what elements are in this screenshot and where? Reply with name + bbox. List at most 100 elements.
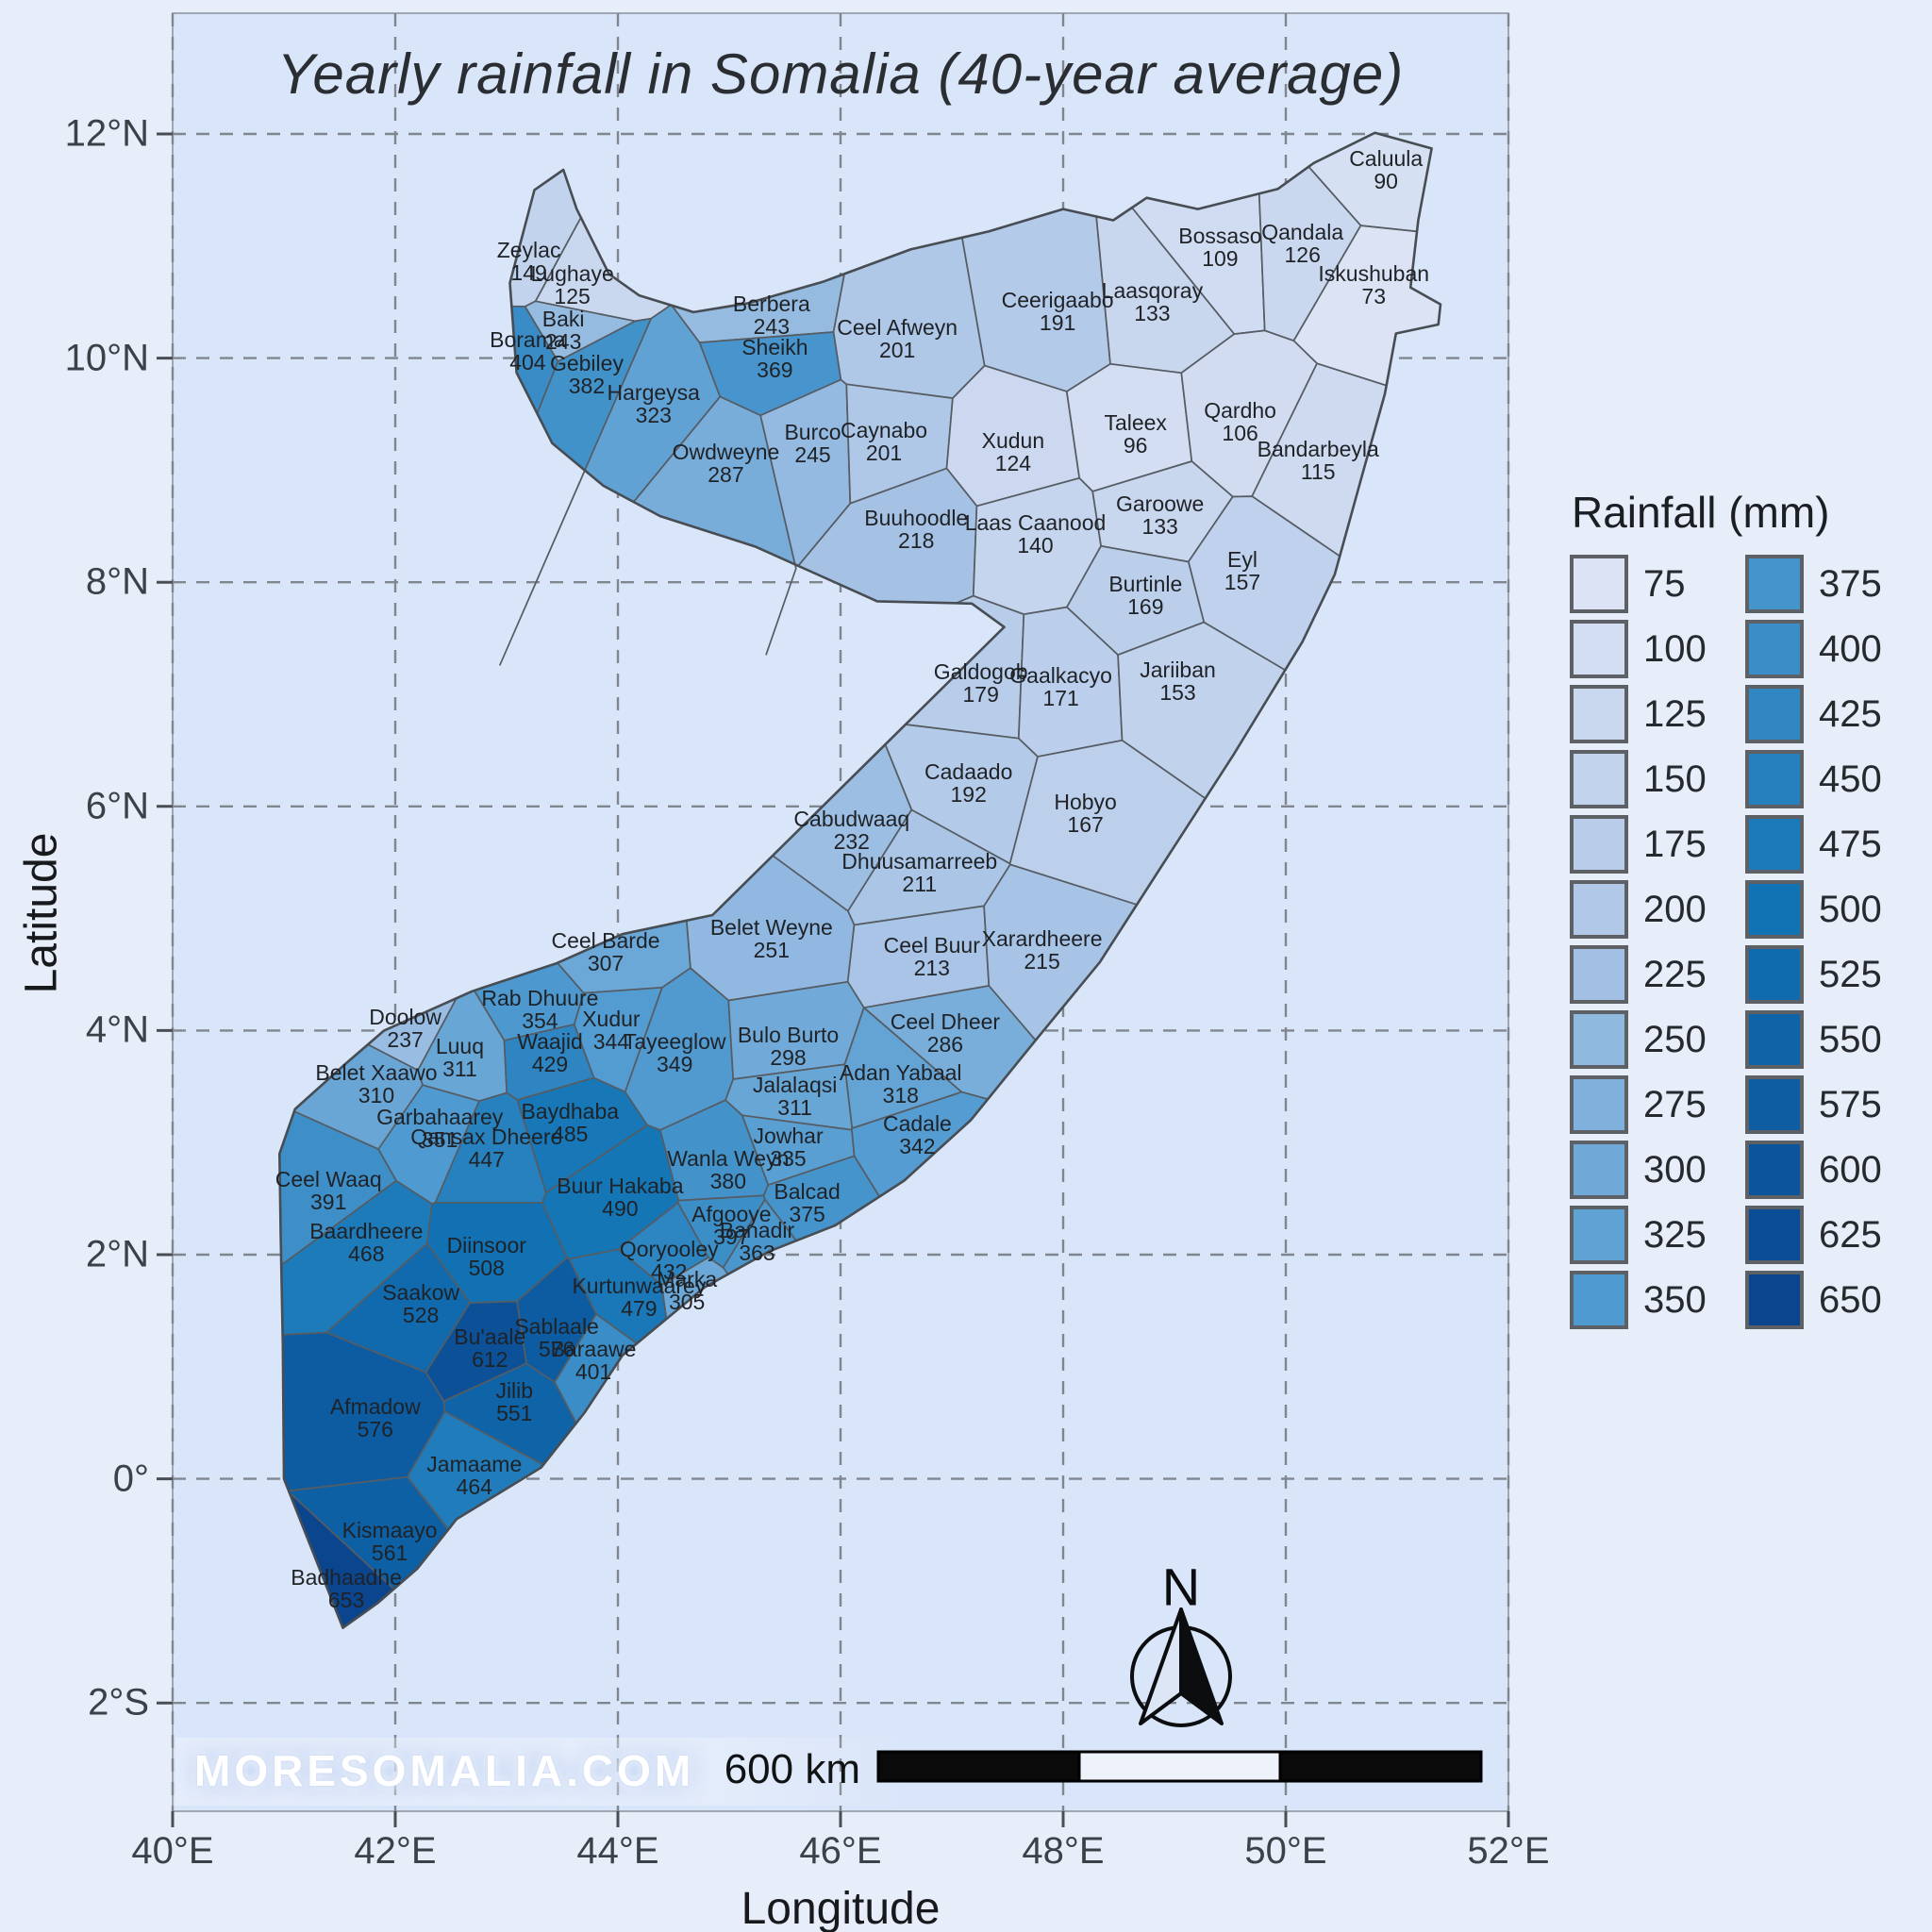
legend-item: 100 bbox=[1570, 620, 1717, 678]
watermark-band bbox=[175, 1738, 911, 1806]
somalia-outline bbox=[278, 131, 1442, 1629]
legend-item: 350 bbox=[1570, 1271, 1717, 1329]
legend-item: 275 bbox=[1570, 1075, 1717, 1134]
legend-value-label: 625 bbox=[1819, 1213, 1882, 1256]
legend-swatch bbox=[1745, 685, 1804, 743]
legend-swatch bbox=[1570, 1010, 1628, 1069]
x-tick-label: 42°E bbox=[354, 1830, 437, 1872]
axis-tick-marks bbox=[157, 132, 1510, 1827]
legend-item: 75 bbox=[1570, 555, 1717, 613]
legend-item: 375 bbox=[1745, 555, 1892, 613]
legend-value-label: 175 bbox=[1643, 823, 1707, 865]
y-tick-label: 2°S bbox=[88, 1681, 149, 1724]
legend-value-label: 125 bbox=[1643, 692, 1707, 735]
legend-value-label: 150 bbox=[1643, 758, 1707, 800]
legend-column-left: 75 100 125 150 175 200 225 250 275 300 325 350 bbox=[1570, 555, 1717, 1336]
legend-item: 125 bbox=[1570, 685, 1717, 743]
x-tick-label: 46°E bbox=[799, 1830, 882, 1872]
y-tick-label: 10°N bbox=[64, 337, 149, 379]
legend-item: 600 bbox=[1745, 1141, 1892, 1199]
legend-value-label: 600 bbox=[1819, 1148, 1882, 1191]
legend-swatch bbox=[1745, 620, 1804, 678]
legend-column-right: 375 400 425 450 475 500 525 550 575 600 625 650 bbox=[1745, 555, 1892, 1336]
district-shape-ceerigaabo bbox=[961, 208, 1111, 392]
y-tick-label: 12°N bbox=[64, 112, 149, 155]
legend-value-label: 425 bbox=[1819, 692, 1882, 735]
legend-swatch bbox=[1570, 1206, 1628, 1264]
x-tick-label: 40°E bbox=[131, 1830, 214, 1872]
legend-item: 400 bbox=[1745, 620, 1892, 678]
legend-swatch bbox=[1570, 1075, 1628, 1134]
legend-value-label: 525 bbox=[1819, 953, 1882, 995]
legend-value-label: 650 bbox=[1819, 1278, 1882, 1321]
y-axis-title: Latitude bbox=[16, 832, 67, 994]
legend-item: 525 bbox=[1745, 945, 1892, 1004]
north-arrow-icon bbox=[1130, 1607, 1232, 1727]
legend-swatch bbox=[1570, 945, 1628, 1004]
legend-item: 625 bbox=[1745, 1206, 1892, 1264]
x-tick-label: 48°E bbox=[1022, 1830, 1105, 1872]
legend-item: 300 bbox=[1570, 1141, 1717, 1199]
legend-item: 175 bbox=[1570, 815, 1717, 874]
legend-value-label: 475 bbox=[1819, 823, 1882, 865]
y-tick-label: 6°N bbox=[85, 785, 149, 827]
district-shapes bbox=[278, 131, 1441, 1629]
legend-value-label: 300 bbox=[1643, 1148, 1707, 1191]
legend-swatch bbox=[1745, 1271, 1804, 1329]
legend-swatch bbox=[1570, 620, 1628, 678]
legend-item: 650 bbox=[1745, 1271, 1892, 1329]
legend-item: 200 bbox=[1570, 880, 1717, 939]
chart-title: Yearly rainfall in Somalia (40-year aver… bbox=[276, 42, 1405, 106]
legend-swatch bbox=[1745, 1075, 1804, 1134]
legend-value-label: 75 bbox=[1643, 562, 1686, 605]
legend-swatch bbox=[1745, 1141, 1804, 1199]
y-tick-label: 4°N bbox=[85, 1008, 149, 1051]
legend-swatch bbox=[1745, 555, 1804, 613]
north-arrow-label: N bbox=[1161, 1557, 1201, 1617]
legend-value-label: 450 bbox=[1819, 758, 1882, 800]
legend-swatch bbox=[1745, 1206, 1804, 1264]
y-tick-label: 2°N bbox=[85, 1233, 149, 1275]
legend-swatch bbox=[1570, 750, 1628, 808]
legend-swatch bbox=[1745, 945, 1804, 1004]
watermark-text: MORESOMALIA.COM bbox=[194, 1746, 695, 1795]
legend-value-label: 375 bbox=[1819, 562, 1882, 605]
y-tick-label: 8°N bbox=[85, 560, 149, 603]
legend-value-label: 250 bbox=[1643, 1018, 1707, 1060]
legend-value-label: 575 bbox=[1819, 1083, 1882, 1125]
legend-swatch bbox=[1570, 555, 1628, 613]
legend-swatch bbox=[1745, 815, 1804, 874]
legend-swatch bbox=[1745, 1010, 1804, 1069]
legend-item: 450 bbox=[1745, 750, 1892, 808]
legend-swatch bbox=[1745, 750, 1804, 808]
x-axis-title: Longitude bbox=[741, 1884, 941, 1932]
legend-value-label: 550 bbox=[1819, 1018, 1882, 1060]
legend-swatch bbox=[1570, 685, 1628, 743]
y-tick-label: 0° bbox=[112, 1457, 149, 1500]
legend-value-label: 200 bbox=[1643, 888, 1707, 930]
legend-item: 225 bbox=[1570, 945, 1717, 1004]
legend-swatch bbox=[1745, 880, 1804, 939]
legend-item: 325 bbox=[1570, 1206, 1717, 1264]
legend-swatch bbox=[1570, 1141, 1628, 1199]
legend-swatch bbox=[1570, 1271, 1628, 1329]
x-tick-label: 44°E bbox=[576, 1830, 659, 1872]
x-tick-label: 52°E bbox=[1467, 1830, 1550, 1872]
legend: Rainfall (mm) 75 100 125 150 175 200 225 250 275… bbox=[1570, 487, 1892, 1336]
legend-value-label: 325 bbox=[1643, 1213, 1707, 1256]
legend-value-label: 350 bbox=[1643, 1278, 1707, 1321]
legend-columns: 75 100 125 150 175 200 225 250 275 300 325 350 375 4… bbox=[1570, 555, 1892, 1336]
legend-item: 425 bbox=[1745, 685, 1892, 743]
x-tick-label: 50°E bbox=[1244, 1830, 1327, 1872]
legend-item: 575 bbox=[1745, 1075, 1892, 1134]
legend-item: 150 bbox=[1570, 750, 1717, 808]
legend-value-label: 400 bbox=[1819, 627, 1882, 670]
legend-value-label: 225 bbox=[1643, 953, 1707, 995]
legend-item: 250 bbox=[1570, 1010, 1717, 1069]
legend-value-label: 275 bbox=[1643, 1083, 1707, 1125]
legend-value-label: 100 bbox=[1643, 627, 1707, 670]
legend-title: Rainfall (mm) bbox=[1572, 488, 1830, 537]
legend-swatch bbox=[1570, 880, 1628, 939]
legend-item: 550 bbox=[1745, 1010, 1892, 1069]
